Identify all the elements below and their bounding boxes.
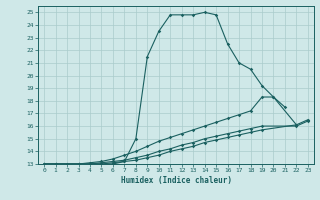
X-axis label: Humidex (Indice chaleur): Humidex (Indice chaleur) (121, 176, 231, 185)
